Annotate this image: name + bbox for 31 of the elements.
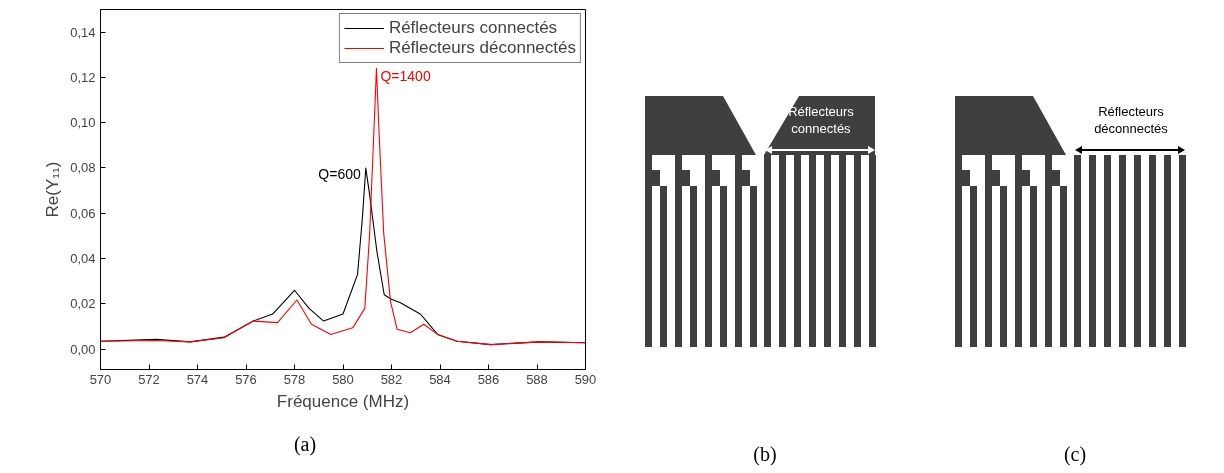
annotation: Q=1400	[380, 68, 431, 85]
y-tick-label: 0,08	[70, 160, 96, 176]
x-tick-label: 582	[380, 371, 403, 387]
x-tick-label: 590	[574, 371, 597, 387]
x-tick-label: 580	[332, 371, 354, 387]
line-series	[100, 67, 586, 346]
y-tick-label: 0,10	[70, 115, 96, 131]
y-tick-label: 0,14	[70, 24, 96, 40]
x-tick-label: 584	[429, 371, 451, 387]
annotation: Q=600	[318, 165, 362, 182]
text: (c)	[1063, 442, 1087, 468]
x-tick-label: 574	[186, 371, 209, 387]
x-axis-title: Fréquence (MHz)	[276, 391, 410, 411]
x-tick-label: 578	[283, 371, 306, 387]
text: (a)	[293, 432, 317, 458]
legend-label: Réflecteurs déconnectés	[388, 38, 576, 58]
y-tick-label: 0,00	[70, 341, 96, 357]
y-axis-title: Re(Y₁₁)	[43, 161, 63, 218]
text: (b)	[753, 442, 777, 467]
y-tick-label: 0,02	[70, 296, 96, 312]
text: Réflecteurs déconnectés	[1094, 103, 1169, 136]
text: Réflecteurs connectés	[788, 103, 855, 136]
y-tick-label: 0,04	[70, 251, 96, 267]
x-tick-label: 588	[526, 371, 548, 387]
legend-label: Réflecteurs connectés	[388, 18, 558, 38]
x-tick-label: 570	[89, 371, 112, 387]
x-tick-label: 586	[477, 371, 500, 387]
x-tick-label: 576	[235, 371, 257, 387]
y-tick-label: 0,06	[70, 205, 96, 221]
y-tick-label: 0,12	[70, 69, 96, 85]
x-tick-label: 572	[138, 371, 160, 387]
